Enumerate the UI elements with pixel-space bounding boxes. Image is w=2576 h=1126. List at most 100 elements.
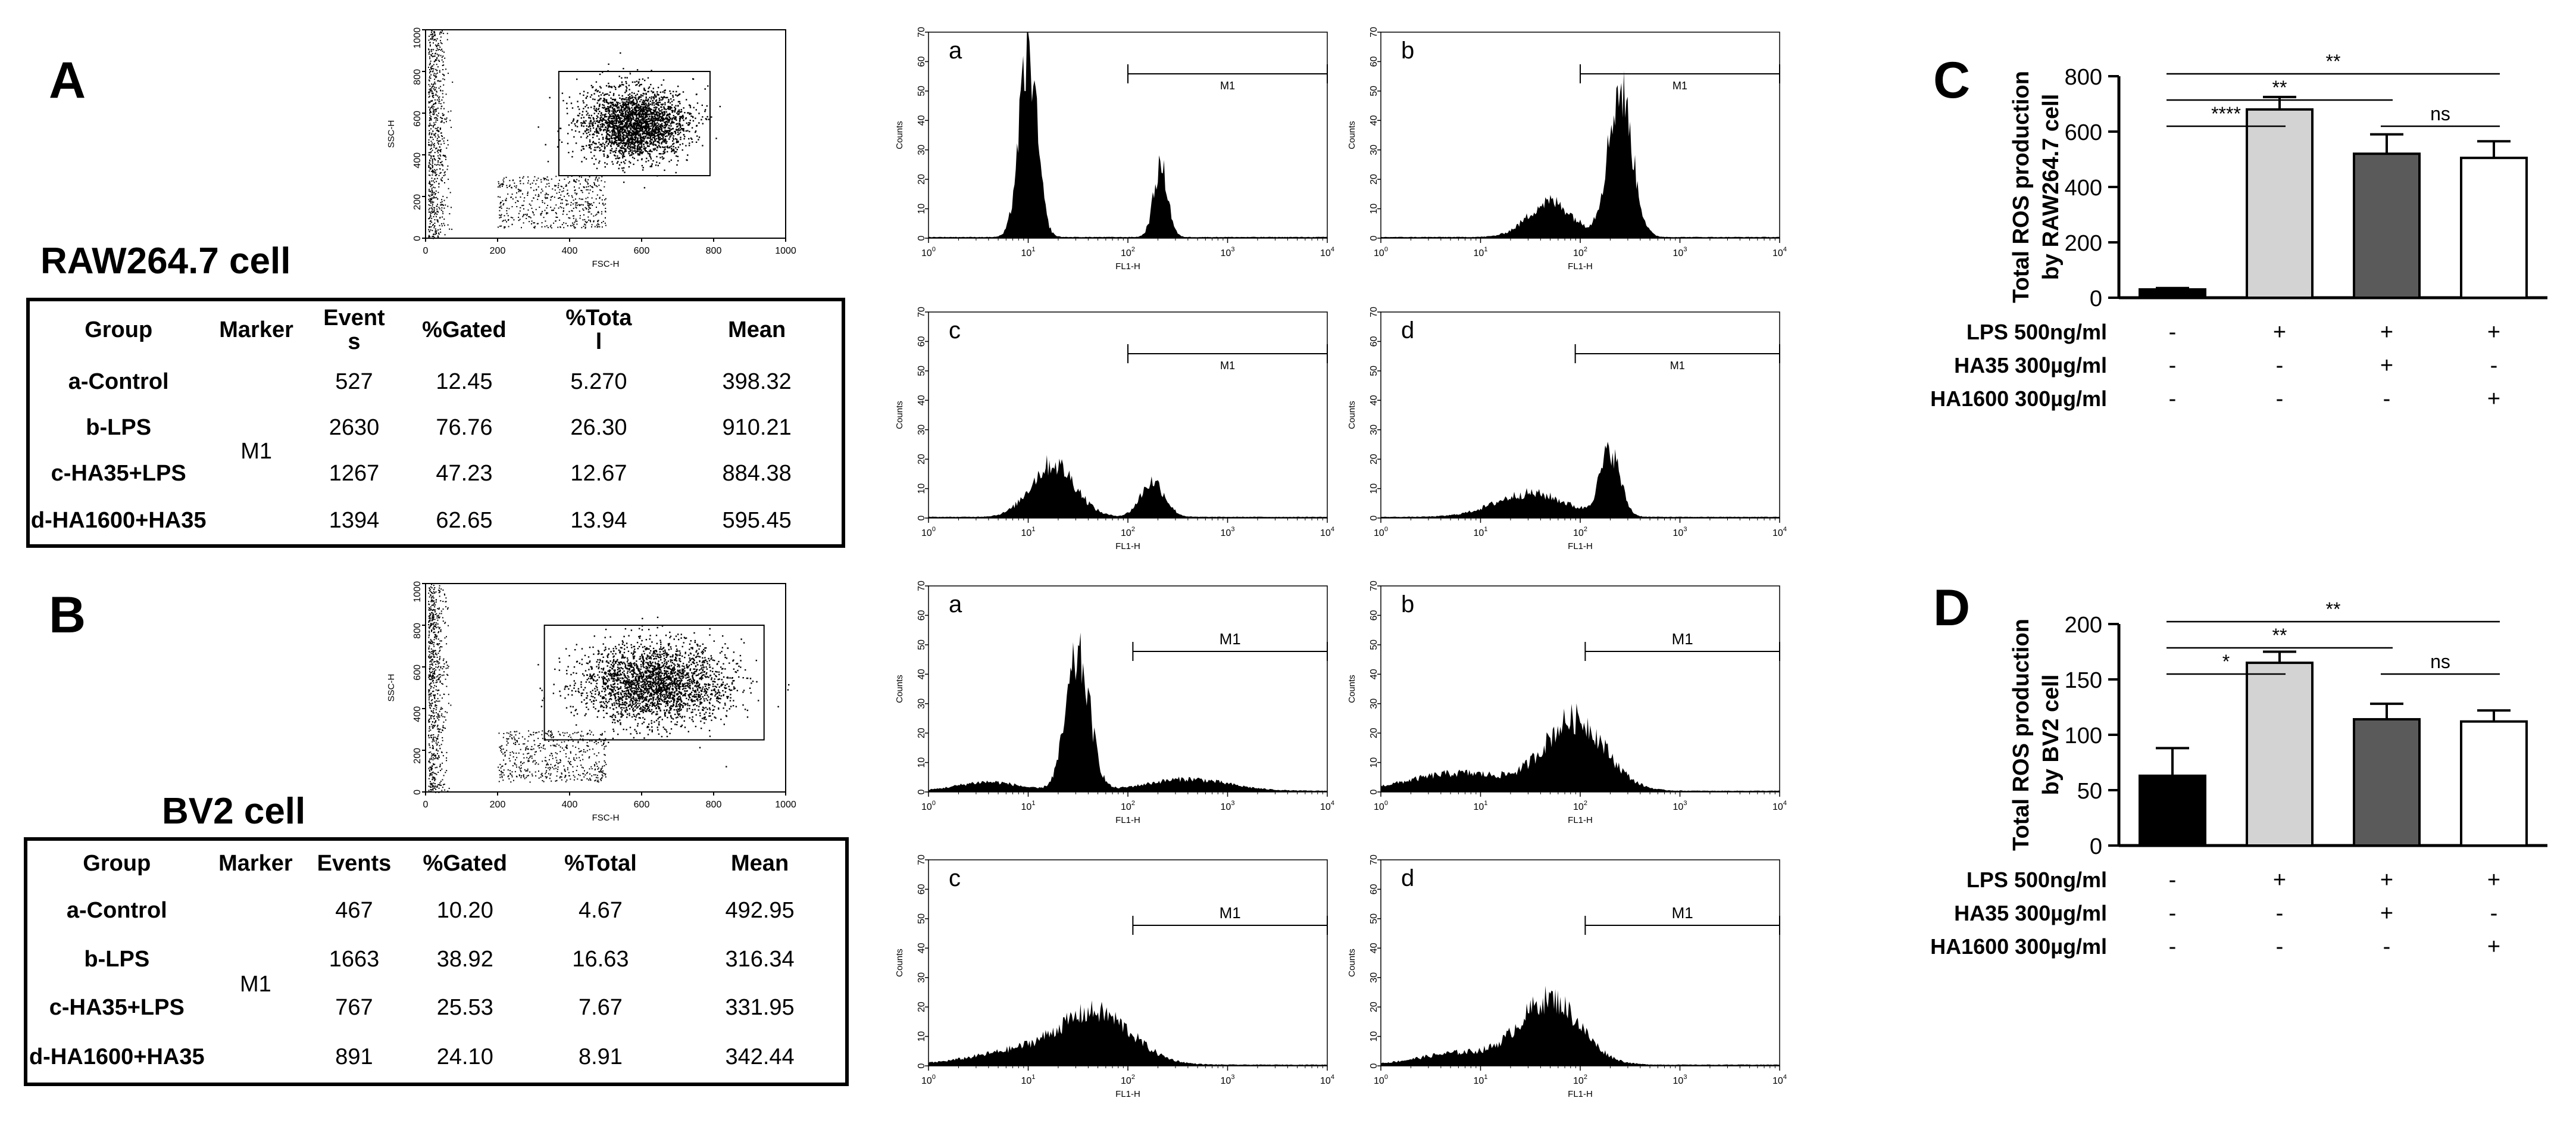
gate-label: M1 [1220,630,1241,648]
histogram-label: a [949,591,962,617]
condition-sign: - [2169,868,2177,893]
y-tick-label: 0 [1369,515,1379,520]
histogram-c-ha35-lps: 0 10 20 30 40 50 60 70 Counts 100 101 102 103 104 FL1-… [895,854,1334,1099]
x-tick-label: 100 [1374,246,1388,258]
y-axis-label: Counts [895,949,905,977]
bar-chart-c: 0 200 400 600 800 Total ROS production by RAW2… [1930,51,2547,411]
table-row: d-HA1600+HA35 891 24.10 8.91 342.44 [26,1033,847,1084]
y-axis-label: SSC-H [386,120,396,148]
group-cell: b-LPS [86,415,152,441]
y-tick-label: 30 [1369,145,1379,155]
y-axis-label: Counts [1347,675,1357,703]
y-tick-label: 400 [412,152,423,169]
events-cell: 1394 [329,507,380,533]
y-tick-label: 30 [1369,972,1379,983]
x-axis-label: FL1-H [1568,1089,1593,1099]
y-axis-label: Counts [895,401,905,429]
y-tick-label: 60 [917,610,927,620]
y-axis-label: Counts [895,675,905,703]
gate-label: M1 [1220,80,1235,92]
total-cell: 8.91 [578,1044,623,1070]
condition-label: LPS 500ng/ml [1967,868,2107,892]
condition-sign: + [2380,868,2393,893]
histogram-label: c [949,317,961,344]
stats-table-b: Group Marker Events %Gated %Total Mean a… [24,837,849,1086]
mean-cell: 595.45 [722,507,792,533]
marker-cell: M1 [239,972,271,997]
bar [2139,288,2206,299]
x-tick-label: 103 [1673,1074,1687,1086]
condition-sign: + [2380,901,2393,926]
bar [2353,718,2421,847]
x-tick-label: 200 [490,246,506,256]
y-tick-label: 100 [2065,723,2102,748]
condition-label: HA35 300µg/ml [1954,353,2107,378]
significance-label: ns [2430,103,2450,124]
condition-sign: + [2380,353,2393,378]
x-tick-label: 104 [1772,1074,1787,1086]
x-tick-label: 100 [921,800,936,812]
y-tick-label: 10 [1369,757,1379,768]
y-tick-label: 70 [1369,307,1379,317]
histogram-frame [1380,311,1780,519]
x-tick-label: 102 [1121,1074,1135,1086]
x-tick-label: 103 [1221,800,1235,812]
group-cell: a-Control [66,898,167,924]
y-tick-label: 60 [1369,884,1379,894]
y-tick-label: 0 [412,790,423,795]
y-tick-label: 60 [1369,610,1379,620]
y-tick-label: 30 [1369,425,1379,435]
y-tick-label: 20 [917,728,927,738]
y-tick-label: 50 [1369,366,1379,376]
mean-cell: 910.21 [722,415,792,441]
y-tick-label: 0 [917,1063,927,1068]
condition-sign: - [2276,934,2284,959]
significance-label: ** [2326,598,2341,620]
significance-label: **** [2211,103,2241,124]
condition-sign: - [2276,901,2284,926]
y-axis-label: by RAW264.7 cell [2039,94,2064,280]
events-cell: 1663 [329,946,380,972]
y-tick-label: 70 [1369,27,1379,38]
x-tick-label: 100 [921,1074,936,1086]
y-tick-label: 10 [917,757,927,768]
y-tick-label: 400 [412,706,423,722]
x-axis-label: FL1-H [1568,261,1593,272]
condition-sign: - [2169,320,2177,345]
group-cell: c-HA35+LPS [51,461,186,486]
col-header-total: %Total [564,850,637,876]
y-tick-label: 0 [1369,235,1379,241]
histogram-frame [928,585,1328,793]
col-header-mean: Mean [731,850,789,876]
x-axis-label: FSC-H [592,259,620,269]
panel-letter-d: D [1933,579,1971,637]
scatter-points [428,30,721,239]
condition-label: HA35 300µg/ml [1954,901,2107,925]
x-tick-label: 104 [1320,1074,1334,1086]
y-tick-label: 800 [2065,65,2102,90]
group-cell: b-LPS [84,946,150,972]
table-row: a-Control M1 467 10.20 4.67 492.95 [26,887,847,997]
y-axis-label: by BV2 cell [2039,675,2064,796]
col-header-mean: Mean [728,317,786,342]
panel-letter-c: C [1933,52,1971,109]
y-tick-label: 10 [1369,204,1379,214]
y-tick-label: 600 [2065,120,2102,145]
x-tick-label: 104 [1320,526,1334,538]
group-cell: a-Control [68,369,169,395]
condition-sign: - [2169,353,2177,378]
x-tick-label: 100 [921,526,936,538]
scatter-dots [428,584,790,793]
col-header-gated: %Gated [423,850,508,876]
y-tick-label: 10 [1369,1031,1379,1042]
histogram-frame [928,859,1328,1066]
y-tick-label: 30 [917,145,927,155]
x-tick-label: 103 [1673,246,1687,258]
histogram-fill [1381,985,1780,1066]
x-tick-label: 102 [1121,246,1135,258]
y-axis-label: Counts [1347,949,1357,977]
x-tick-label: 100 [1374,800,1388,812]
y-tick-label: 40 [917,395,927,406]
y-tick-label: 200 [2065,231,2102,256]
